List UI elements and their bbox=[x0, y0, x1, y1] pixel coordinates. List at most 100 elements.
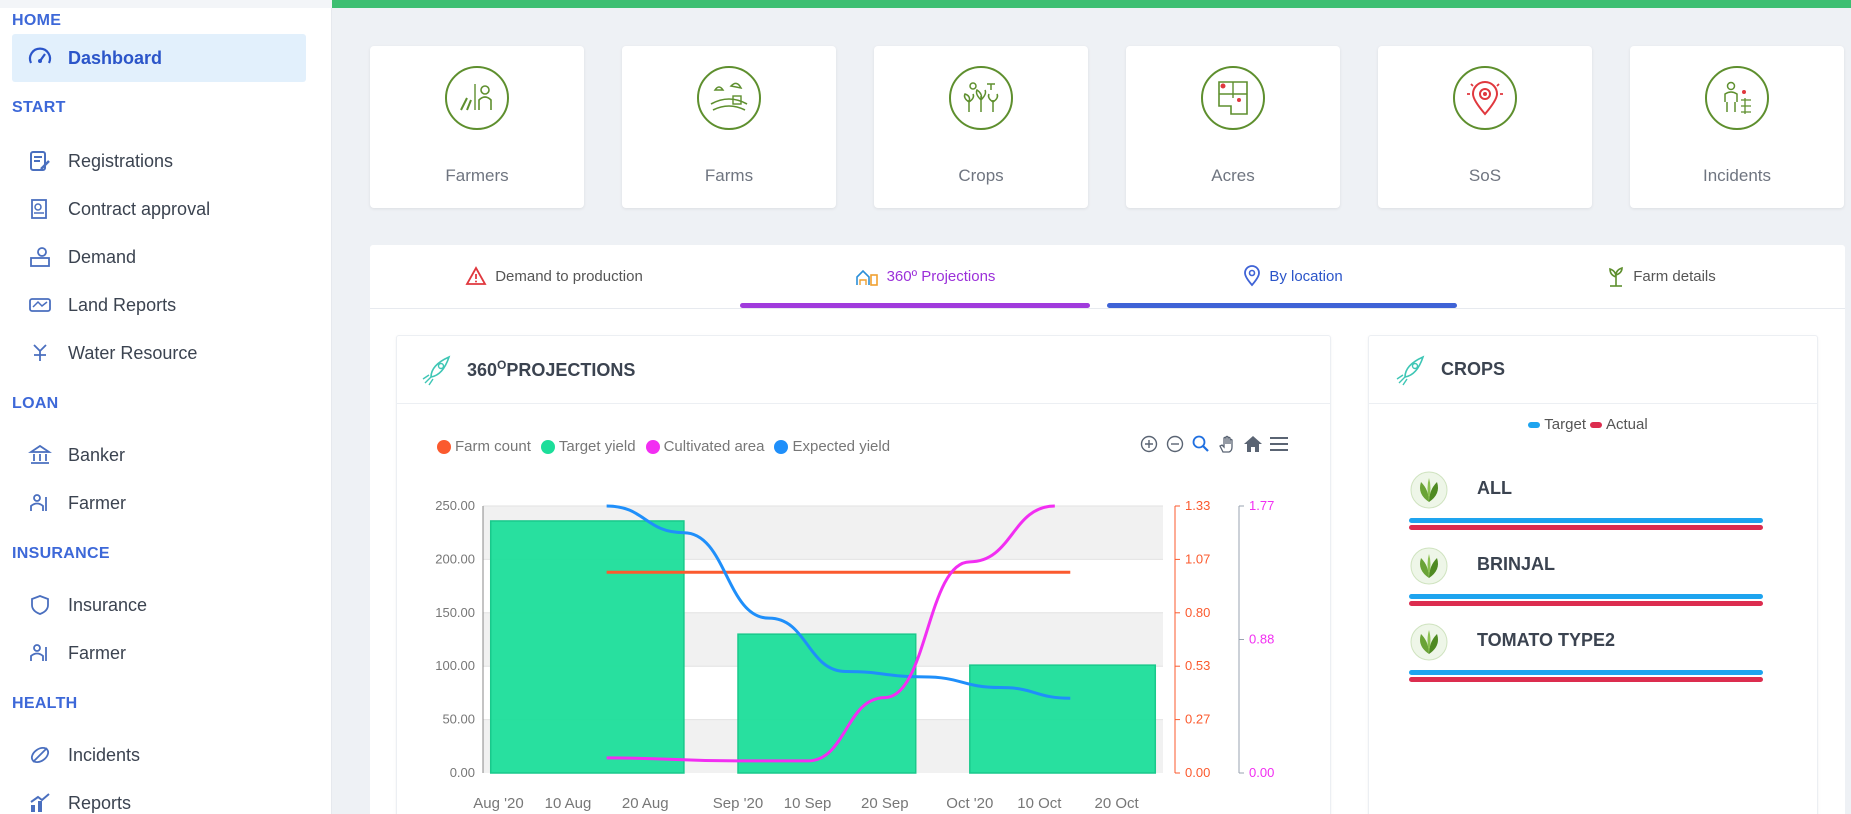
tab-underline-location bbox=[1107, 303, 1457, 308]
card-incidents[interactable]: Incidents bbox=[1630, 46, 1844, 208]
x-tick-label: Oct '20 bbox=[946, 795, 993, 812]
bar-series bbox=[489, 520, 1157, 774]
sidebar-item-label: Banker bbox=[68, 444, 126, 465]
sidebar-item-water-resource[interactable]: Water Resource bbox=[12, 329, 306, 377]
y-tick-label: 0.00 bbox=[450, 765, 475, 780]
gauge-icon bbox=[24, 42, 56, 74]
sidebar-item-label: Land Reports bbox=[68, 294, 177, 315]
tab-demand-to-production[interactable]: Demand to production bbox=[370, 245, 738, 307]
reports-icon bbox=[24, 787, 56, 814]
card-crops[interactable]: Crops bbox=[874, 46, 1088, 208]
sidebar-item-incidents[interactable]: Incidents bbox=[12, 731, 306, 779]
y-tick-label: 1.33 bbox=[1185, 498, 1210, 513]
sidebar-item-label: Demand bbox=[68, 246, 137, 267]
zoom-out-icon[interactable] bbox=[1165, 434, 1185, 454]
x-tick-label: Sep '20 bbox=[713, 795, 763, 812]
card-acres[interactable]: Acres bbox=[1126, 46, 1340, 208]
sidebar-item-banker[interactable]: Banker bbox=[12, 431, 306, 479]
sidebar-item-label: Dashboard bbox=[68, 47, 163, 68]
card-farmers[interactable]: Farmers bbox=[370, 46, 584, 208]
target-bar bbox=[1409, 518, 1763, 523]
crops-icon bbox=[949, 66, 1013, 130]
projections-chart: 250.00 200.00 150.00 100.00 50.00 0.00 1.33 1.0… bbox=[435, 498, 1274, 812]
legend-farm-count[interactable]: Farm count bbox=[437, 438, 531, 455]
y-tick-label: 50.00 bbox=[442, 712, 475, 727]
sidebar-item-loan-farmer[interactable]: Farmer bbox=[12, 479, 306, 527]
card-label: Crops bbox=[958, 166, 1004, 185]
menu-icon[interactable] bbox=[1269, 434, 1289, 454]
legend-cultivated-area[interactable]: Cultivated area bbox=[645, 438, 764, 455]
title-degree: O bbox=[497, 358, 507, 372]
tab-label: 360º Projections bbox=[886, 267, 996, 285]
legend-expected-yield[interactable]: Expected yield bbox=[774, 438, 890, 455]
section-loan: LOAN bbox=[12, 395, 59, 412]
sidebar-item-label: Registrations bbox=[68, 150, 174, 171]
leaf-icon bbox=[1409, 470, 1449, 510]
card-farms[interactable]: Farms bbox=[622, 46, 836, 208]
sidebar-item-insurance-farmer[interactable]: Farmer bbox=[12, 629, 306, 677]
projections-title: 360OPROJECTIONS bbox=[467, 358, 635, 381]
legend-actual[interactable]: Actual bbox=[1590, 416, 1648, 433]
sidebar-item-contract-approval[interactable]: Contract approval bbox=[12, 185, 306, 233]
x-tick-label: 20 Aug bbox=[622, 795, 669, 812]
magnify-icon[interactable] bbox=[1191, 434, 1211, 454]
actual-bar bbox=[1409, 601, 1763, 606]
y-tick-label: 0.88 bbox=[1249, 632, 1274, 647]
card-label: Farms bbox=[704, 166, 754, 185]
home-icon[interactable] bbox=[1243, 434, 1263, 454]
legend-target[interactable]: Target bbox=[1528, 416, 1586, 433]
tab-360-projections[interactable]: 360º Projections bbox=[740, 245, 1110, 307]
farmer-icon bbox=[24, 637, 56, 669]
y-tick-label: 0.00 bbox=[1249, 765, 1274, 780]
incidents-icon bbox=[1705, 66, 1769, 130]
zoom-in-icon[interactable] bbox=[1139, 434, 1159, 454]
legend-label: Actual bbox=[1606, 416, 1648, 433]
card-sos[interactable]: SoS bbox=[1378, 46, 1592, 208]
y-tick-label: 250.00 bbox=[435, 498, 475, 513]
sidebar-item-registrations[interactable]: Registrations bbox=[12, 137, 306, 185]
crop-name: BRINJAL bbox=[1477, 554, 1556, 574]
tab-underline-projections bbox=[740, 303, 1090, 308]
rocket-icon bbox=[1395, 353, 1429, 387]
crop-row-tomato-type2[interactable]: TOMATO TYPE2 bbox=[1409, 618, 1769, 682]
insurance-icon bbox=[24, 589, 56, 621]
x-tick-label: 10 Oct bbox=[1017, 795, 1062, 812]
crop-row-brinjal[interactable]: BRINJAL bbox=[1409, 542, 1769, 606]
legend-label: Target bbox=[1544, 416, 1586, 433]
legend-target-yield[interactable]: Target yield bbox=[540, 438, 636, 455]
bar-target-yield bbox=[489, 520, 685, 774]
y-tick-label: 0.53 bbox=[1185, 658, 1210, 673]
line-expected-yield bbox=[606, 504, 1071, 700]
pan-hand-icon[interactable] bbox=[1217, 434, 1237, 454]
sidebar-item-reports[interactable]: Reports bbox=[12, 779, 306, 814]
legend-label: Farm count bbox=[455, 438, 531, 455]
x-tick-label: 10 Aug bbox=[545, 795, 592, 812]
target-bar bbox=[1409, 594, 1763, 599]
sidebar-top-strip bbox=[0, 0, 332, 8]
sidebar-item-demand[interactable]: Demand bbox=[12, 233, 306, 281]
tab-panel: Demand to production 360º Projections By… bbox=[370, 245, 1845, 814]
tab-divider bbox=[370, 308, 1845, 309]
y-tick-label: 1.07 bbox=[1185, 551, 1210, 566]
y-tick-label: 100.00 bbox=[435, 658, 475, 673]
legend-dot bbox=[645, 439, 660, 454]
tab-by-location[interactable]: By location bbox=[1108, 245, 1478, 307]
actual-bar bbox=[1409, 525, 1763, 530]
sidebar-item-label: Reports bbox=[68, 792, 132, 813]
sidebar-item-label: Farmer bbox=[68, 492, 126, 513]
sidebar-item-land-reports[interactable]: Land Reports bbox=[12, 281, 306, 329]
legend-dot bbox=[540, 439, 555, 454]
sidebar-item-insurance[interactable]: Insurance bbox=[12, 581, 306, 629]
tab-farm-details[interactable]: Farm details bbox=[1478, 245, 1845, 307]
demand-icon bbox=[24, 241, 56, 273]
sidebar-item-dashboard[interactable]: Dashboard bbox=[12, 34, 306, 82]
location-pin-icon bbox=[1243, 265, 1261, 287]
legend-dot bbox=[437, 439, 451, 454]
rocket-icon bbox=[421, 353, 455, 387]
land-report-icon bbox=[24, 289, 56, 321]
section-home: HOME bbox=[12, 12, 62, 29]
chart-axes: 250.00 200.00 150.00 100.00 50.00 0.00 1.33 1.0… bbox=[435, 498, 1274, 812]
sidebar-item-label: Water Resource bbox=[68, 342, 198, 363]
crop-row-all[interactable]: ALL bbox=[1409, 466, 1769, 530]
bank-icon bbox=[24, 439, 56, 471]
